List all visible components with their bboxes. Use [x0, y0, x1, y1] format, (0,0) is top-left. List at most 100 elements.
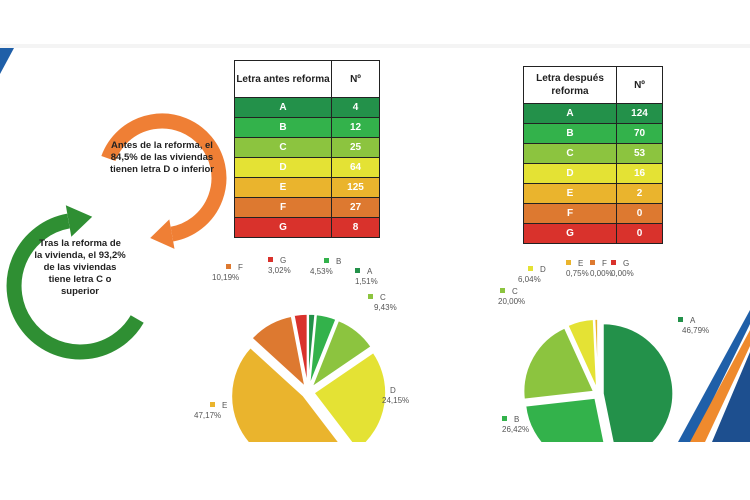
pie2-label-f: F10,19% [212, 263, 243, 282]
pie3-label-c: C20,00% [498, 287, 525, 306]
category-label: C [512, 287, 518, 296]
cycle-arrows [6, 113, 227, 360]
slide: Antes de la reforma, el 84,5% de las viv… [0, 48, 750, 442]
pie3-label-g: G0,00% [611, 259, 634, 278]
legend-swatch [368, 294, 373, 299]
category-label: D [390, 386, 396, 395]
percent-label: 4,53% [310, 267, 333, 276]
legend-swatch [226, 264, 231, 269]
pie3-label-a: A46,79% [678, 316, 709, 335]
legend-swatch [268, 257, 273, 262]
pie2-slice-c [310, 319, 373, 390]
category-label: E [222, 401, 227, 410]
pie2-slice-b [308, 313, 338, 387]
category-label: B [514, 415, 519, 424]
header-letter-before: Letra antes reforma [234, 60, 332, 98]
percent-label: 47,17% [194, 411, 221, 420]
count-cell: 64 [331, 157, 380, 178]
bottom-right-stripe-blue [678, 310, 750, 442]
percent-label: 0,75% [566, 269, 589, 278]
count-cell: 0 [616, 223, 663, 244]
table-before-reform: Letra antes reforma Nº A 4 B 12 C 25 D 64 E 125 F 2… [234, 60, 380, 238]
percent-label: 9,43% [374, 303, 397, 312]
legend-swatch [611, 260, 616, 265]
legend-swatch [210, 402, 215, 407]
before-row-c: C 25 [234, 137, 380, 158]
percent-label: 26,42% [502, 425, 529, 434]
green-arrowhead-icon [65, 205, 93, 237]
category-label: A [367, 267, 373, 276]
category-label: C [380, 293, 386, 302]
category-label: F [238, 263, 243, 272]
legend-swatch [378, 387, 383, 392]
orange-arrow-arc [101, 113, 227, 242]
pie3-label-b: B26,42% [502, 415, 529, 434]
orange-arrowhead-icon [150, 219, 175, 249]
pie2-slice-e [230, 346, 340, 442]
legend-swatch [566, 260, 571, 265]
header-count: Nº [331, 60, 380, 98]
pie2-label-g: G3,02% [268, 256, 291, 275]
pie2-slice-g [293, 313, 309, 387]
category-label: B [336, 257, 341, 266]
percent-label: 1,51% [355, 277, 378, 286]
count-cell: 8 [331, 217, 380, 238]
pie3-label-d: D6,04% [518, 265, 546, 284]
pie3-slice-c [522, 326, 595, 401]
pie3-slice-e [593, 318, 599, 390]
percent-label: 6,04% [518, 275, 541, 284]
legend-swatch [502, 416, 507, 421]
before-row-e: E 125 [234, 177, 380, 198]
after-reform-text: Tras la reforma de la vivienda, el 93,2%… [34, 238, 126, 297]
before-reform-text: Antes de la reforma, el 84,5% de las viv… [110, 140, 214, 175]
slide-top-border [0, 44, 750, 48]
top-left-stripe [0, 48, 14, 74]
slide-decoration [0, 48, 750, 442]
legend-swatch [678, 317, 683, 322]
pie2-slice-a [307, 313, 316, 387]
before-row-d: D 64 [234, 157, 380, 178]
percent-label: 46,79% [682, 326, 709, 335]
bottom-right-stripe-orange [690, 330, 750, 442]
category-label: G [280, 256, 286, 265]
pie2-label-d: D24,15% [378, 386, 409, 405]
category-label: G [623, 259, 629, 268]
percent-label: 20,00% [498, 297, 525, 306]
after-row-d: D 16 [523, 163, 663, 184]
legend-swatch [528, 266, 533, 271]
slide-bottom-margin [0, 442, 750, 500]
header-letter-after: Letra después reforma [523, 66, 617, 104]
category-label: F [602, 259, 607, 268]
green-arrow-arc [6, 213, 144, 360]
table-header-row: Letra antes reforma Nº [234, 60, 380, 98]
pie2-label-a: A1,51% [355, 267, 378, 286]
table-after-reform: Letra después reforma Nº A 124 B 70 C 53 D 16 E 2… [523, 66, 663, 244]
pie3-slice-b [524, 397, 605, 442]
legend-swatch [500, 288, 505, 293]
percent-label: 3,02% [268, 266, 291, 275]
pie3-label-e: E0,75% [566, 259, 589, 278]
pie3-label-f: F0,00% [590, 259, 613, 278]
category-label: D [540, 265, 546, 274]
after-row-a: A 124 [523, 103, 663, 124]
pie2-slice-f [250, 315, 307, 389]
percent-label: 24,15% [382, 396, 409, 405]
pie3-slice-d [566, 318, 598, 390]
bottom-right-stripe-dark [712, 352, 750, 442]
pie-charts: A1,51%B4,53%C9,43%D24,15%E47,17%F10,19%G… [194, 256, 709, 442]
legend-swatch [324, 258, 329, 263]
pie2-label-e: E47,17% [194, 401, 227, 420]
header-count: Nº [616, 66, 663, 104]
percent-label: 10,19% [212, 273, 239, 282]
pie2-slice-d [312, 351, 387, 442]
percent-label: 0,00% [590, 269, 613, 278]
category-label: A [690, 316, 696, 325]
legend-swatch [355, 268, 360, 273]
legend-swatch [590, 260, 595, 265]
category-label: E [578, 259, 583, 268]
pie2-label-c: C9,43% [368, 293, 397, 312]
